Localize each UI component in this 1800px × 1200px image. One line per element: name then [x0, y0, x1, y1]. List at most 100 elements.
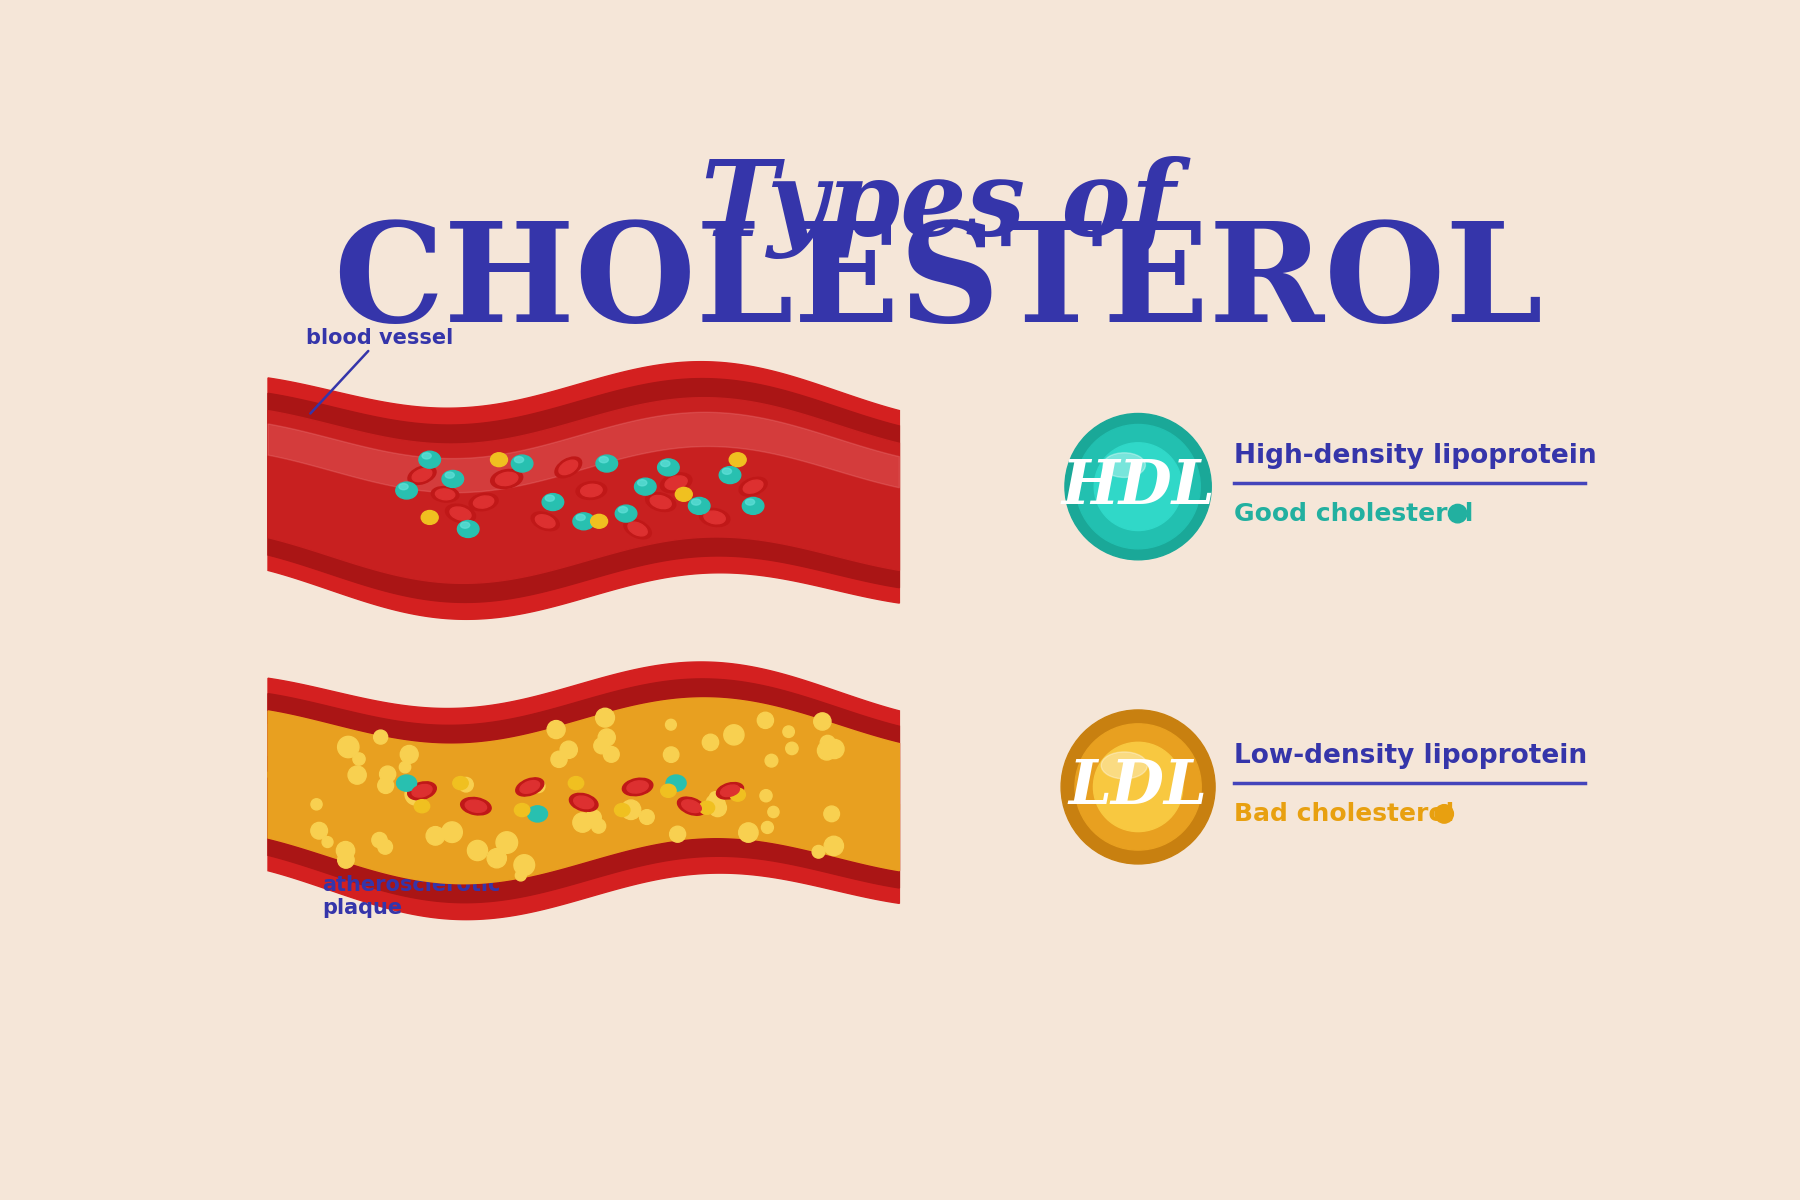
Ellipse shape: [664, 476, 688, 490]
Circle shape: [1075, 724, 1201, 850]
Ellipse shape: [625, 520, 652, 539]
Circle shape: [515, 854, 535, 876]
Text: atherosclerotic
plaque: atherosclerotic plaque: [322, 829, 500, 918]
Circle shape: [765, 755, 778, 767]
Circle shape: [353, 752, 365, 766]
Polygon shape: [268, 413, 900, 493]
Text: blood vessel: blood vessel: [306, 328, 454, 414]
Ellipse shape: [745, 499, 754, 505]
Circle shape: [664, 746, 679, 762]
Circle shape: [1094, 443, 1183, 530]
Circle shape: [824, 836, 844, 856]
Ellipse shape: [619, 506, 628, 512]
Ellipse shape: [722, 468, 731, 474]
Circle shape: [738, 823, 758, 842]
Circle shape: [812, 846, 824, 858]
Circle shape: [709, 799, 727, 817]
Circle shape: [400, 745, 418, 763]
Ellipse shape: [569, 776, 583, 790]
Ellipse shape: [596, 455, 617, 472]
Ellipse shape: [720, 785, 740, 797]
Text: LDL: LDL: [1069, 757, 1208, 817]
Circle shape: [760, 790, 772, 802]
Ellipse shape: [436, 488, 455, 499]
Circle shape: [783, 726, 794, 738]
Ellipse shape: [419, 451, 441, 468]
Ellipse shape: [740, 478, 767, 496]
Ellipse shape: [412, 785, 432, 797]
Ellipse shape: [661, 785, 677, 797]
Polygon shape: [268, 764, 900, 883]
Ellipse shape: [731, 788, 745, 802]
Circle shape: [560, 742, 578, 758]
Polygon shape: [268, 698, 900, 883]
Ellipse shape: [700, 509, 729, 527]
Ellipse shape: [409, 466, 436, 485]
Ellipse shape: [691, 499, 700, 505]
Ellipse shape: [545, 496, 554, 502]
Ellipse shape: [412, 468, 432, 481]
Text: Types of: Types of: [700, 156, 1175, 258]
Ellipse shape: [520, 780, 540, 793]
Ellipse shape: [414, 799, 430, 812]
Circle shape: [322, 836, 333, 847]
Ellipse shape: [704, 511, 725, 524]
Polygon shape: [268, 698, 900, 817]
Circle shape: [621, 800, 641, 820]
Ellipse shape: [491, 469, 522, 488]
Ellipse shape: [675, 487, 693, 502]
Text: Bad cholesterol: Bad cholesterol: [1235, 802, 1454, 826]
Ellipse shape: [531, 512, 560, 530]
Circle shape: [1076, 425, 1201, 548]
Ellipse shape: [590, 515, 608, 528]
Text: Low-density lipoprotein: Low-density lipoprotein: [1235, 743, 1588, 769]
Circle shape: [817, 742, 837, 760]
Ellipse shape: [495, 473, 518, 486]
Circle shape: [373, 833, 387, 847]
Ellipse shape: [576, 481, 607, 499]
Circle shape: [338, 852, 355, 868]
Ellipse shape: [560, 460, 578, 475]
Ellipse shape: [400, 484, 409, 490]
Circle shape: [515, 870, 526, 881]
Ellipse shape: [407, 781, 436, 800]
Text: CHOLESTEROL: CHOLESTEROL: [333, 217, 1543, 352]
Ellipse shape: [511, 455, 533, 472]
Ellipse shape: [535, 515, 554, 528]
Ellipse shape: [542, 493, 563, 510]
Circle shape: [311, 822, 328, 839]
Ellipse shape: [473, 496, 493, 508]
Circle shape: [1093, 743, 1183, 832]
Ellipse shape: [527, 806, 547, 822]
Ellipse shape: [432, 486, 459, 502]
Ellipse shape: [515, 804, 529, 816]
Circle shape: [787, 743, 797, 755]
Ellipse shape: [626, 781, 648, 793]
Circle shape: [709, 792, 720, 803]
Ellipse shape: [657, 458, 679, 476]
Polygon shape: [268, 361, 900, 619]
Circle shape: [533, 780, 545, 792]
Circle shape: [594, 738, 610, 754]
Ellipse shape: [716, 782, 743, 799]
Circle shape: [758, 713, 774, 728]
Circle shape: [347, 766, 365, 784]
Circle shape: [824, 806, 839, 822]
Ellipse shape: [650, 496, 671, 509]
Circle shape: [468, 840, 488, 860]
Circle shape: [459, 778, 473, 792]
Ellipse shape: [461, 522, 470, 528]
Polygon shape: [268, 679, 900, 902]
Circle shape: [1435, 805, 1453, 823]
Ellipse shape: [614, 804, 630, 816]
Circle shape: [585, 810, 601, 826]
Ellipse shape: [623, 778, 653, 796]
Circle shape: [374, 730, 387, 744]
Ellipse shape: [599, 457, 608, 463]
Polygon shape: [268, 397, 900, 583]
Ellipse shape: [637, 480, 646, 486]
Circle shape: [724, 725, 743, 745]
Text: HDL: HDL: [1062, 457, 1215, 517]
Circle shape: [596, 708, 614, 727]
Circle shape: [547, 720, 565, 738]
